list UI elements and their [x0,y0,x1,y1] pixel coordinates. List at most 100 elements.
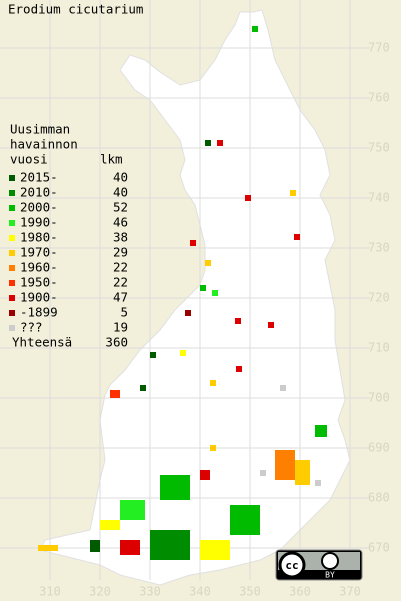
dot [268,322,274,328]
dot [230,505,260,535]
x-grid-label: 320 [89,585,111,599]
dot [120,500,145,520]
dot [190,240,196,246]
legend-label: 1950- [20,275,58,290]
by-text: BY [325,571,335,580]
dot [315,425,327,437]
legend-swatch [9,205,15,211]
dot [150,530,190,560]
x-grid-label: 340 [189,585,211,599]
x-grid-label: 360 [289,585,311,599]
dot [294,234,300,240]
legend-count: 19 [113,320,128,335]
legend-swatch [9,235,15,241]
dot [210,380,216,386]
dot [100,520,120,530]
y-grid-label: 730 [368,241,390,255]
x-grid-label: 350 [239,585,261,599]
y-grid-label: 720 [368,291,390,305]
legend-header: Uusimman [10,122,70,137]
legend-label: 1980- [20,230,58,245]
legend-count-header: lkm [100,152,123,167]
dot [210,445,216,451]
legend-swatch [9,310,15,316]
dot [205,140,211,146]
dot [185,310,191,316]
title: Erodium cicutarium [8,2,143,17]
dot [236,366,242,372]
legend-count: 52 [113,200,128,215]
legend-swatch [9,265,15,271]
dot [235,318,241,324]
legend-label: 1990- [20,215,58,230]
legend-swatch [9,190,15,196]
x-grid-label: 310 [39,585,61,599]
legend-header: havainnon [10,137,78,152]
legend-count: 47 [113,290,128,305]
dot [200,285,206,291]
y-grid-label: 680 [368,491,390,505]
y-grid-label: 700 [368,391,390,405]
legend-count: 40 [113,185,128,200]
dot [200,540,230,560]
dot [140,385,146,391]
legend-count: 29 [113,245,128,260]
y-grid-label: 770 [368,41,390,55]
dot [110,390,120,398]
legend-swatch [9,280,15,286]
legend-swatch [9,295,15,301]
legend-label: 1960- [20,260,58,275]
y-grid-label: 760 [368,91,390,105]
y-grid-label: 750 [368,141,390,155]
legend-count: 38 [113,230,128,245]
dot [252,26,258,32]
dot [90,540,100,552]
legend-count: 40 [113,170,128,185]
dot [200,470,210,480]
legend-label: 1970- [20,245,58,260]
dot [260,470,266,476]
legend-label: 2015- [20,170,58,185]
y-grid-label: 670 [368,541,390,555]
dot [290,190,296,196]
dot [205,260,211,266]
license-badge: cc BY [275,549,363,581]
legend-swatch [9,325,15,331]
legend-count: 46 [113,215,128,230]
x-grid-label: 370 [339,585,361,599]
legend-count: 22 [113,275,128,290]
dot [150,352,156,358]
by-icon [321,552,339,570]
dot [315,480,321,486]
dot [212,290,218,296]
cc-circle [278,551,306,579]
dot [245,195,251,201]
legend-label: ??? [20,320,43,335]
legend-count: 22 [113,260,128,275]
x-grid-label: 330 [139,585,161,599]
legend-label: 2010- [20,185,58,200]
legend-swatch [9,250,15,256]
dot [38,545,58,551]
total-count: 360 [105,335,128,350]
dot [120,540,140,555]
dot [295,460,310,485]
dot [280,385,286,391]
legend-label: 2000- [20,200,58,215]
legend-header: vuosi [10,152,48,167]
dot [180,350,186,356]
y-grid-label: 710 [368,341,390,355]
y-grid-label: 740 [368,191,390,205]
cc-text: cc [285,559,298,572]
legend-count: 5 [120,305,128,320]
total-label: Yhteensä [12,335,72,350]
dot [275,450,295,480]
dot [160,475,190,500]
observations [38,26,327,560]
dot [217,140,223,146]
legend-label: 1900- [20,290,58,305]
legend-swatch [9,220,15,226]
legend-swatch [9,175,15,181]
